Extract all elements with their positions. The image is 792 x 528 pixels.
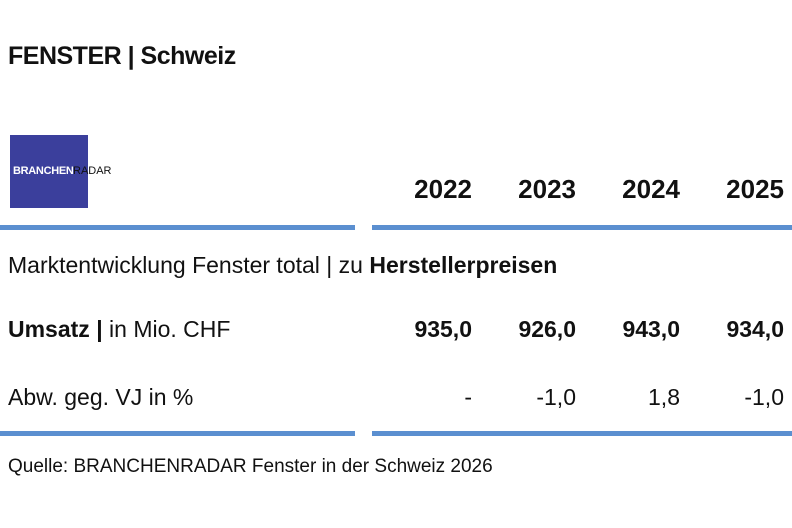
cell: 935,0 — [414, 316, 472, 342]
column-header: 2022 — [414, 174, 472, 204]
cell: -1,0 — [536, 384, 576, 410]
logo-brand: BRANCHEN — [13, 165, 74, 177]
cell: -1,0 — [744, 384, 784, 410]
divider — [0, 225, 355, 230]
column-header: 2024 — [622, 174, 680, 204]
cell: 943,0 — [622, 316, 680, 342]
cell: 934,0 — [726, 316, 784, 342]
row-label: Abw. geg. VJ in % — [8, 384, 194, 410]
logo-suffix: RADAR — [73, 165, 112, 177]
divider — [372, 431, 792, 436]
column-header: 2023 — [518, 174, 576, 204]
source-note: Quelle: BRANCHENRADAR Fenster in der Sch… — [8, 456, 493, 477]
column-header: 2025 — [726, 174, 784, 204]
divider — [0, 431, 355, 436]
cell: 1,8 — [648, 384, 680, 410]
section-emphasis: Herstellerpreisen — [369, 252, 558, 278]
row-label: Umsatz | in Mio. CHF — [8, 316, 230, 343]
cell: - — [464, 384, 472, 410]
cell: 926,0 — [518, 316, 576, 342]
row-separator: | — [96, 316, 103, 342]
row-unit: in Mio. CHF — [109, 316, 231, 342]
row-label-main: Umsatz — [8, 316, 90, 342]
section-heading: Marktentwicklung Fenster total | zu Hers… — [8, 252, 557, 279]
logo: BRANCHEN RADAR — [10, 135, 112, 208]
divider — [372, 225, 792, 230]
page-title: FENSTER | Schweiz — [8, 42, 236, 70]
section-text: Marktentwicklung Fenster total | zu — [8, 252, 370, 278]
